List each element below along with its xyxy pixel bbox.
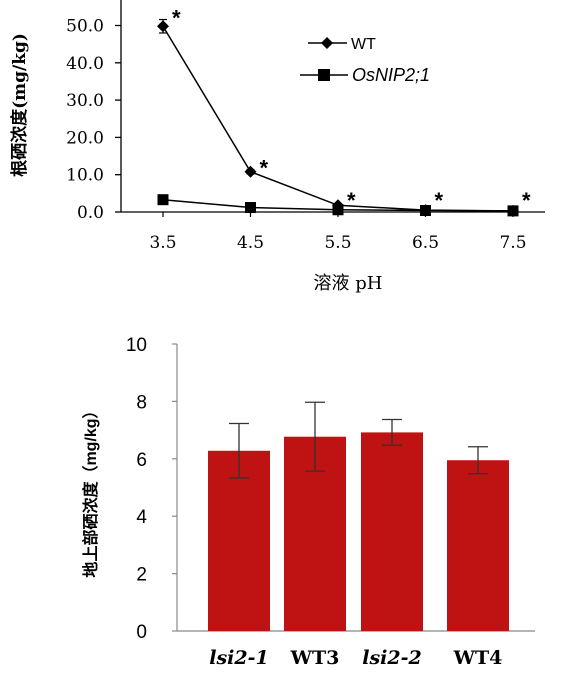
line-ytick-label: 50.0 [66,17,104,37]
line-chart: 0.010.020.030.040.050.0 3.5 4.5 5.5 6.5 7.5 … [9,0,545,294]
line-ylabel: 根硒浓度(mg/kg) [9,33,30,177]
bar-ytick-label: 8 [136,392,147,413]
wt-series-line [162,25,514,212]
osnip-square-point [157,194,169,206]
line-xtick-label: 7.5 [499,233,526,253]
line-legend: WT OsNIP2;1 [300,36,430,85]
wt-diamond-point [332,199,344,212]
significance-asterisk: * [260,155,269,180]
line-xtick-label: 3.5 [149,233,176,253]
bar-ylabel: 地上部硒浓度（mg/kg） [81,402,100,577]
legend-osnip-square-marker [318,69,330,81]
bar [208,450,270,631]
bar-chart: 0 2 4 6 8 10 lsi2-1 WT3 lsi2-2 WT4 地上部硒浓度（mg/kg） [81,335,535,669]
bar-xtick-label: WT3 [290,647,340,669]
significance-asterisk: * [172,6,181,31]
legend-wt-label: WT [351,36,376,53]
significance-asterisk: * [522,188,531,213]
wt-diamond-point [507,204,519,217]
line-ytick-label: 10.0 [66,166,104,186]
line-ytick-label: 0.0 [77,203,104,223]
line-ytick-label: 40.0 [66,54,104,74]
bar-ytick-label: 6 [136,450,147,471]
bar-xtick-label: lsi2-2 [362,647,421,669]
line-xtick-label: 6.5 [412,233,439,253]
line-xtick-label: 4.5 [237,233,264,253]
bar [447,460,509,631]
line-xtick-label: 5.5 [324,233,351,253]
significance-asterisk: * [435,188,444,213]
bar [361,432,423,631]
bar-ytick-label: 0 [136,622,147,643]
bar-xtick-label: WT4 [453,647,503,669]
bar-ytick-label: 10 [126,335,147,356]
bar-ytick-label: 4 [136,507,147,528]
bar-xtick-label: lsi2-1 [209,647,268,669]
significance-asterisk: * [347,188,356,213]
wt-diamond-point [419,204,432,217]
wt-diamond-point [244,165,257,178]
wt-diamond-point [157,20,169,33]
osnip-square-point [245,202,256,214]
line-xlabel: 溶液 pH [314,273,383,294]
legend-osnip-label: OsNIP2;1 [352,65,430,85]
line-ytick-label: 30.0 [66,91,104,111]
bar-ytick-label: 2 [136,565,147,586]
legend-wt-diamond-marker [321,37,333,49]
line-ytick-label: 20.0 [66,128,104,148]
